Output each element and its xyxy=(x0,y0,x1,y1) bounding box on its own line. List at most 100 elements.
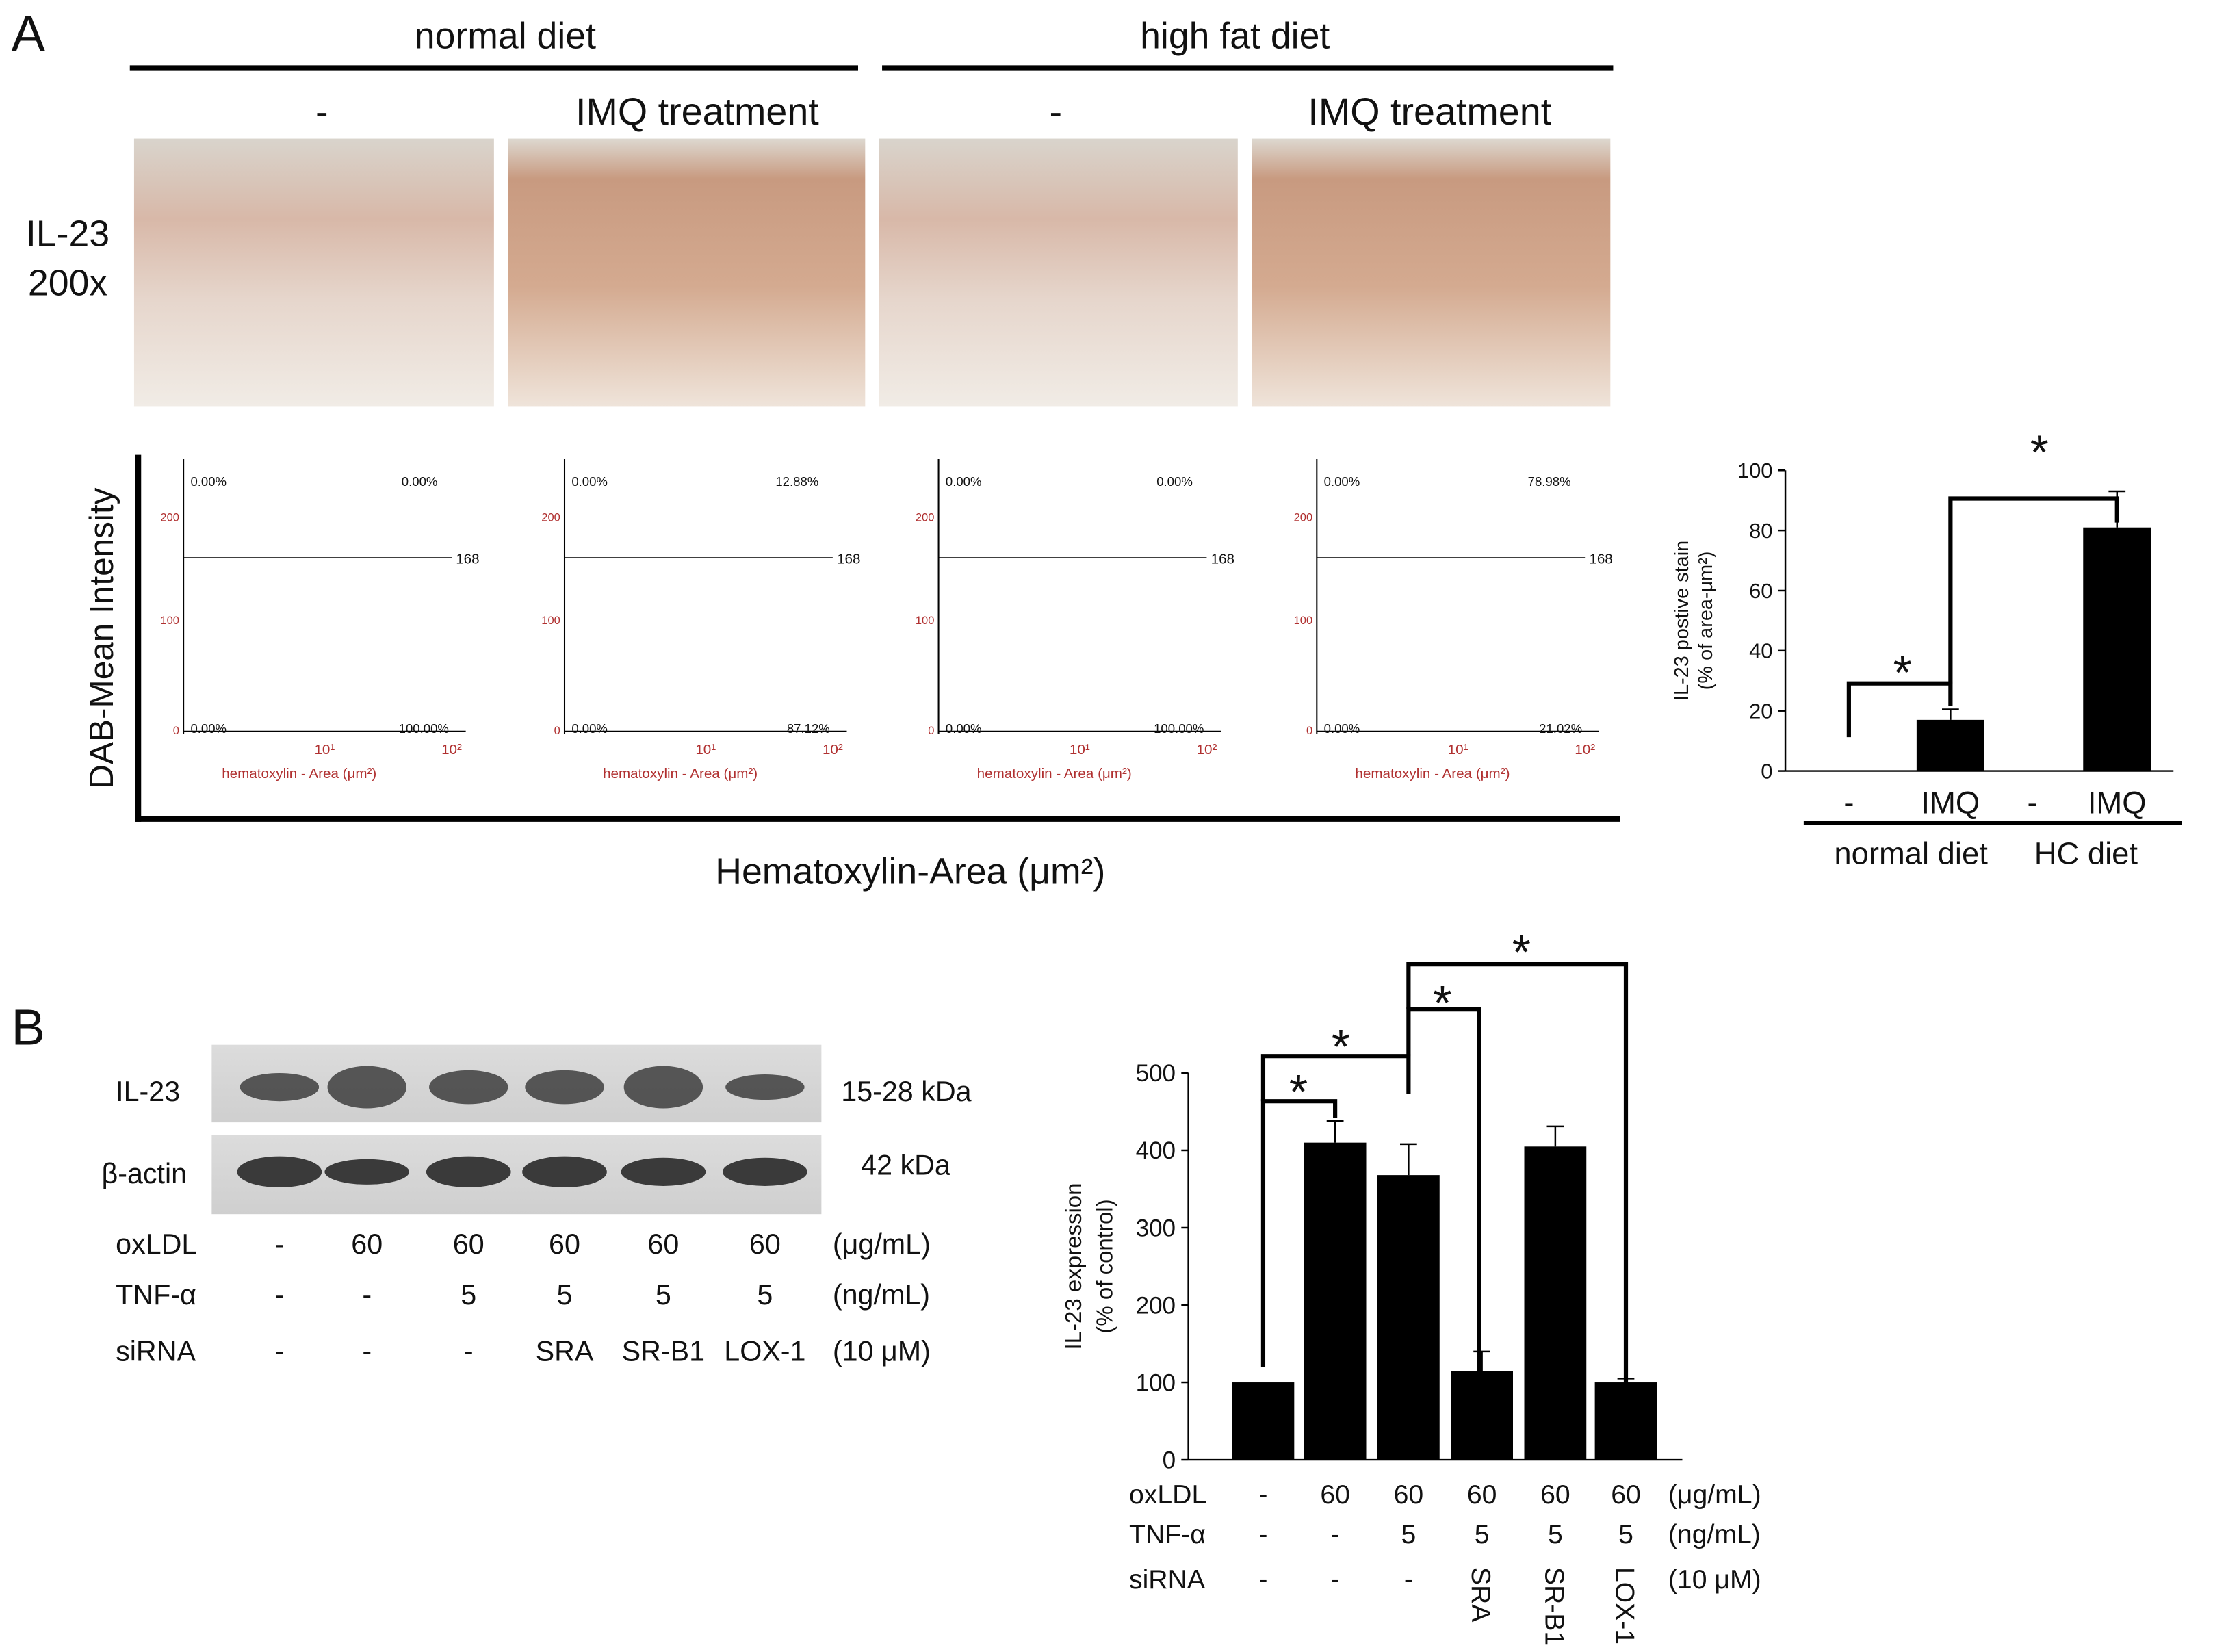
y-tick-label: 0 xyxy=(554,725,560,737)
bar xyxy=(1524,1146,1587,1460)
y-axis-label: IL-23 postive stain xyxy=(1671,541,1693,701)
y-tick-label: 100 xyxy=(1737,459,1773,482)
band xyxy=(621,1157,706,1186)
panel-label: B xyxy=(12,999,46,1056)
y-tick-label: 200 xyxy=(1136,1292,1176,1319)
x-tick-label: IMQ xyxy=(2088,785,2147,820)
quadrant-label: 87.12% xyxy=(787,721,830,736)
band xyxy=(240,1072,320,1102)
band xyxy=(237,1156,322,1187)
band xyxy=(623,1066,703,1109)
x-tick-label: 10¹ xyxy=(314,742,335,758)
blot-bands xyxy=(237,1066,807,1187)
condition-unit: (ng/mL) xyxy=(833,1279,930,1311)
threshold-label: 168 xyxy=(1211,551,1234,567)
y-axis-label: (% of area-μm²) xyxy=(1695,552,1717,691)
treatment-label: - xyxy=(1049,90,1062,133)
group-label: normal diet xyxy=(1834,836,1988,871)
treatment-label: - xyxy=(315,90,328,133)
significance-bracket xyxy=(1260,1099,1338,1367)
condition-value: - xyxy=(362,1279,372,1311)
band xyxy=(525,1070,604,1105)
bar xyxy=(1451,1371,1513,1460)
x-tick-label: 10² xyxy=(1575,742,1595,758)
x-tick-label: 10² xyxy=(823,742,843,758)
condition-name: oxLDL xyxy=(116,1228,197,1260)
condition-value: 60 xyxy=(1394,1480,1424,1510)
y-tick-label: 100 xyxy=(1294,615,1313,627)
condition-value: LOX-1 xyxy=(1610,1567,1640,1644)
significance-star: * xyxy=(1433,977,1451,1030)
condition-value: 60 xyxy=(1540,1480,1570,1510)
y-tick-label: 200 xyxy=(916,512,935,524)
y-tick-label: 0 xyxy=(1306,725,1312,737)
quadrant-label: 0.00% xyxy=(1324,474,1360,489)
condition-value: 60 xyxy=(647,1228,679,1260)
quadrant-label: 12.88% xyxy=(775,474,818,489)
y-tick-label: 20 xyxy=(1749,699,1772,723)
quadrant-label: 78.98% xyxy=(1528,474,1571,489)
significance-star: * xyxy=(2030,426,2049,479)
condition-value: - xyxy=(275,1228,285,1260)
x-label: hematoxylin - Area (μm²) xyxy=(603,766,758,782)
y-tick-label: 200 xyxy=(160,512,179,524)
y-tick-label: 200 xyxy=(1294,512,1313,524)
significance-star: * xyxy=(1893,646,1912,699)
band-size: 15-28 kDa xyxy=(841,1076,971,1107)
y-axis-label: DAB-Mean Intensity xyxy=(83,487,120,788)
x-label: hematoxylin - Area (μm²) xyxy=(1355,766,1510,782)
quadrant-label: 0.00% xyxy=(946,721,982,736)
condition-value: - xyxy=(1258,1480,1267,1510)
significance-star: * xyxy=(1332,1020,1350,1074)
quadrant-label: 21.02% xyxy=(1539,721,1582,736)
condition-value: 5 xyxy=(1475,1520,1490,1549)
condition-value: 5 xyxy=(656,1279,671,1311)
y-tick-label: 0 xyxy=(928,725,934,737)
condition-name: TNF-α xyxy=(116,1279,196,1311)
quadrant-label: 0.00% xyxy=(1324,721,1360,736)
quadrant-label: 0.00% xyxy=(402,474,438,489)
condition-name: TNF-α xyxy=(1129,1520,1206,1549)
condition-unit: (μg/mL) xyxy=(1668,1480,1761,1510)
y-tick-label: 500 xyxy=(1136,1060,1176,1087)
condition-value: SR-B1 xyxy=(622,1336,705,1367)
x-tick-label: IMQ xyxy=(1921,785,1980,820)
quadrant-label: 0.00% xyxy=(190,474,227,489)
x-tick-label: 10¹ xyxy=(1448,742,1468,758)
significance-bracket xyxy=(1406,962,1629,1447)
condition-value: 60 xyxy=(1320,1480,1350,1510)
band xyxy=(327,1066,406,1109)
significance-bracket xyxy=(1406,1007,1481,1447)
condition-value: 60 xyxy=(549,1228,580,1260)
micrograph xyxy=(133,138,494,407)
y-tick-label: 100 xyxy=(916,615,935,627)
condition-value: - xyxy=(275,1336,285,1367)
y-tick-label: 0 xyxy=(1163,1447,1176,1473)
x-tick-label: 10¹ xyxy=(1070,742,1090,758)
bar xyxy=(2083,527,2151,771)
threshold-label: 168 xyxy=(1589,551,1612,567)
x-axis-label: Hematoxylin-Area (μm²) xyxy=(715,851,1105,892)
quadrant-label: 0.00% xyxy=(946,474,982,489)
bar xyxy=(1377,1175,1440,1460)
band xyxy=(723,1157,807,1186)
y-tick-label: 300 xyxy=(1136,1215,1176,1241)
band-size: 42 kDa xyxy=(861,1149,950,1180)
condition-value: - xyxy=(1331,1520,1340,1549)
significance-star: * xyxy=(1512,925,1531,979)
x-tick-label: 10¹ xyxy=(695,742,716,758)
y-tick-label: 100 xyxy=(541,615,560,627)
condition-value: SR-B1 xyxy=(1539,1567,1568,1646)
y-tick-label: 0 xyxy=(173,725,179,737)
condition-value: - xyxy=(1404,1565,1413,1595)
y-tick-label: 40 xyxy=(1749,639,1772,663)
quadrant-label: 0.00% xyxy=(1156,474,1193,489)
bar xyxy=(1232,1382,1295,1460)
x-tick-label: - xyxy=(2027,785,2037,820)
condition-value: - xyxy=(362,1336,372,1367)
row-label: 200x xyxy=(28,263,107,304)
bar xyxy=(1916,719,1984,771)
band xyxy=(429,1070,508,1105)
